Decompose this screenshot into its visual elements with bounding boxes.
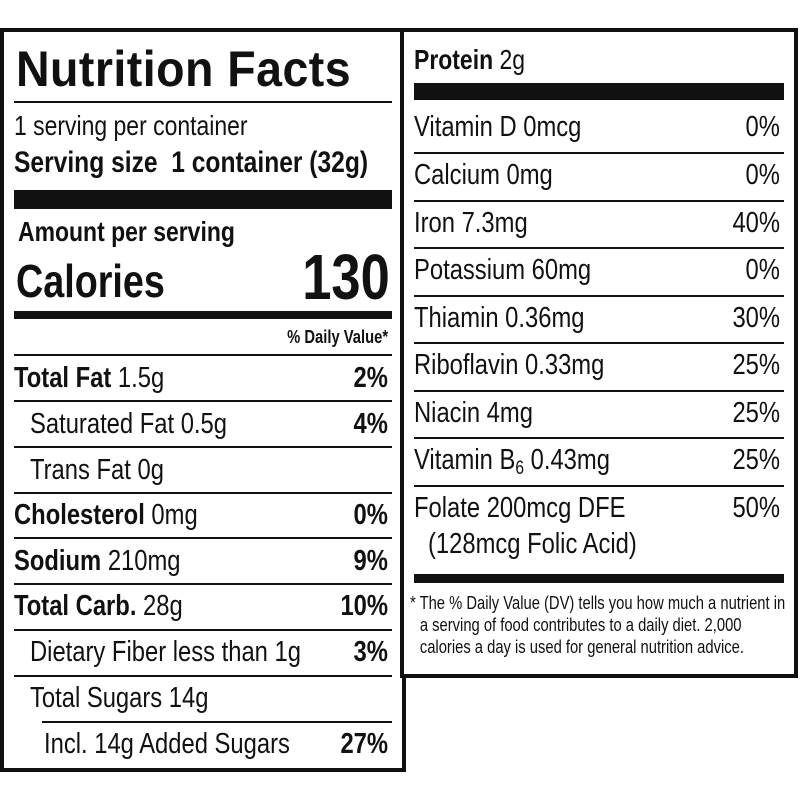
daily-value-header: % Daily Value* [287, 327, 388, 347]
niacin: Niacin 4mg [414, 397, 533, 429]
calcium: Calcium 0mg [414, 159, 553, 191]
nutrient-amount: 28g [143, 590, 183, 622]
vitamin-d: Vitamin D 0mcg [414, 111, 582, 143]
divider-medium [14, 311, 392, 319]
divider-thin [14, 492, 392, 494]
divider-thin [414, 247, 784, 249]
nutrition-facts-left-panel: Nutrition Facts 1 serving per container … [0, 28, 406, 772]
vitamin-subscript: 6 [515, 458, 525, 479]
divider-thin [14, 675, 392, 677]
divider-thin [14, 629, 392, 631]
nutrient-total-sugars: Total Sugars 14g [30, 682, 208, 715]
nutrient-amount: less than 1g [172, 636, 301, 668]
footnote-line: * The % Daily Value (DV) tells you how m… [410, 593, 786, 613]
nutrient-amount: 1.5g [117, 362, 165, 394]
servings-per-container: 1 serving per container [14, 110, 248, 141]
divider-thick [414, 574, 784, 583]
vitamin-dv: 25% [732, 397, 780, 429]
nutrient-total-fat: Total Fat 1.5g [14, 362, 164, 395]
nutrient-dv: 3% [353, 636, 388, 668]
footnote: * The % Daily Value (DV) tells you how m… [410, 592, 785, 658]
nutrient-name: Protein [414, 44, 494, 75]
nutrient-name: Total Carb. [14, 590, 137, 622]
divider-thin [414, 485, 784, 487]
divider-thin-indented [42, 721, 392, 723]
nutrient-dietary-fiber: Dietary Fiber less than 1g [30, 636, 301, 669]
divider-thin [414, 390, 784, 392]
divider-thin [14, 101, 392, 103]
calories-label: Calories [16, 255, 165, 307]
divider-thin [14, 354, 392, 356]
nutrient-dv: 2% [353, 362, 388, 394]
vitamin-amount: 0.43mg [530, 444, 610, 476]
nutrient-saturated-fat: Saturated Fat 0.5g [30, 408, 227, 441]
vitamin-b6: Vitamin B6 0.43mg [414, 444, 610, 479]
divider-thin [14, 583, 392, 585]
serving-size-label: Serving size [14, 146, 158, 179]
riboflavin: Riboflavin 0.33mg [414, 349, 605, 381]
potassium: Potassium 60mg [414, 254, 592, 286]
vitamin-dv: 50% [732, 492, 780, 524]
nutrition-facts-right-panel: Protein 2g Vitamin D 0mcg 0% Calcium 0mg… [400, 28, 798, 678]
nutrient-name: Saturated Fat [30, 408, 175, 440]
nutrient-trans-fat: Trans Fat 0g [30, 454, 164, 487]
nutrient-sodium: Sodium 210mg [14, 545, 181, 578]
label-title: Nutrition Facts [16, 41, 352, 97]
vitamin-dv: 25% [732, 444, 780, 476]
divider-thick [14, 190, 392, 209]
divider-thin [14, 400, 392, 402]
nutrient-amount: 0g [137, 454, 164, 486]
nutrient-name: Dietary Fiber [30, 636, 167, 668]
nutrient-dv: 10% [340, 590, 388, 622]
nutrient-total-carb: Total Carb. 28g [14, 590, 183, 623]
nutrient-name: Cholesterol [14, 499, 145, 531]
folate-folic-acid: (128mcg Folic Acid) [428, 528, 637, 560]
vitamin-dv: 40% [732, 207, 780, 239]
thiamin: Thiamin 0.36mg [414, 302, 585, 334]
iron: Iron 7.3mg [414, 207, 528, 239]
footnote-line: calories a day is used for general nutri… [419, 637, 744, 657]
vitamin-name: Vitamin B [414, 444, 516, 476]
divider-thin [414, 437, 784, 439]
divider-thin [414, 200, 784, 202]
divider-thin [414, 295, 784, 297]
vitamin-dv: 30% [732, 302, 780, 334]
nutrient-dv: 0% [353, 499, 388, 531]
serving-size: Serving size 1 container (32g) [14, 146, 368, 180]
vitamin-dv: 25% [732, 349, 780, 381]
nutrient-amount: 0mg [151, 499, 198, 531]
divider-thin [414, 152, 784, 154]
serving-size-value: 1 container (32g) [171, 146, 369, 179]
nutrient-cholesterol: Cholesterol 0mg [14, 499, 198, 532]
divider-thick [414, 83, 784, 100]
divider-thin [14, 446, 392, 448]
vitamin-dv: 0% [745, 111, 780, 143]
nutrient-amount: 210mg [107, 545, 181, 577]
nutrient-dv: 27% [340, 728, 388, 760]
divider-thin [414, 342, 784, 344]
nutrient-added-sugars: Incl. 14g Added Sugars [44, 728, 290, 760]
amount-per-serving: Amount per serving [18, 216, 235, 247]
nutrient-name: Sodium [14, 545, 102, 577]
nutrient-dv: 9% [353, 545, 388, 577]
folate: Folate 200mcg DFE [414, 492, 626, 524]
nutrient-name: Total Fat [14, 362, 112, 394]
nutrient-name: Total Sugars [30, 682, 163, 714]
vitamin-dv: 0% [745, 254, 780, 286]
nutrient-dv: 4% [353, 408, 388, 440]
footnote-line: a serving of food contributes to a daily… [419, 615, 742, 635]
nutrient-amount: 2g [499, 44, 526, 75]
calories-value: 130 [302, 241, 390, 313]
vitamin-dv: 0% [745, 159, 780, 191]
nutrient-protein: Protein 2g [414, 44, 525, 76]
divider-thin [14, 537, 392, 539]
nutrient-amount: 14g [168, 682, 209, 714]
nutrient-name: Trans Fat [30, 454, 131, 486]
nutrient-amount: 0.5g [180, 408, 227, 440]
